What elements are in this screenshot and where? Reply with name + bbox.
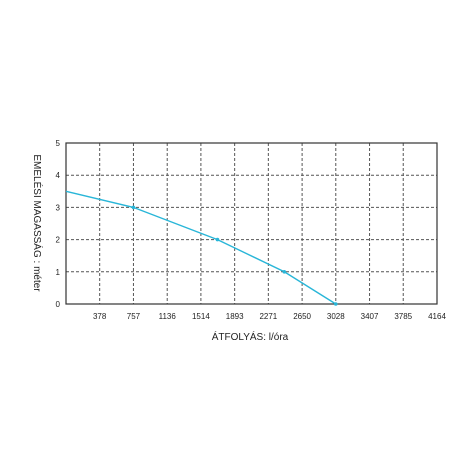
x-tick-label: 3028 <box>327 312 345 321</box>
data-point <box>131 205 136 210</box>
x-tick-label: 757 <box>127 312 141 321</box>
x-axis-ticks: 378 757 1136 1514 1893 2271 2650 3028 3407 3785 41… <box>93 312 446 321</box>
x-tick-label: 2271 <box>259 312 277 321</box>
y-tick-label: 1 <box>56 268 61 277</box>
data-point <box>333 302 338 306</box>
x-axis-title: ÁTFOLYÁS: l/óra <box>212 330 289 343</box>
series-layer <box>65 190 338 306</box>
y-tick-label: 2 <box>56 236 61 245</box>
grid-lines <box>66 143 437 304</box>
x-tick-label: 378 <box>93 312 107 321</box>
y-tick-label: 5 <box>56 139 61 148</box>
data-point <box>215 237 220 242</box>
x-tick-label: 1136 <box>159 312 177 321</box>
x-tick-label: 1893 <box>226 312 244 321</box>
x-tick-label: 3785 <box>394 312 412 321</box>
data-point <box>282 270 287 274</box>
y-axis-ticks: 0 1 2 3 4 5 <box>56 139 61 309</box>
plot-area-frame <box>65 142 438 305</box>
x-tick-label: 2650 <box>293 312 311 321</box>
x-tick-label: 4164 <box>428 312 446 321</box>
y-tick-label: 0 <box>56 300 61 309</box>
x-tick-label: 1514 <box>192 312 210 321</box>
y-axis-title: EMELÉSI MAGASSÁG : méter <box>31 154 44 292</box>
y-tick-label: 4 <box>56 171 61 180</box>
y-tick-label: 3 <box>56 203 61 212</box>
x-tick-label: 3407 <box>361 312 379 321</box>
